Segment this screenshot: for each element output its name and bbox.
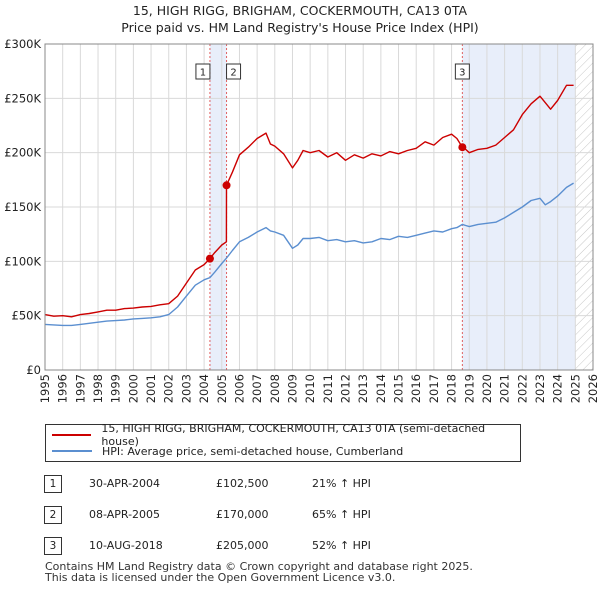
- chart-title-line1: 15, HIGH RIGG, BRIGHAM, COCKERMOUTH, CA1…: [132, 3, 468, 18]
- transaction-date: 30-APR-2004: [89, 477, 161, 490]
- legend-item-property: 15, HIGH RIGG, BRIGHAM, COCKERMOUTH, CA1…: [52, 422, 520, 448]
- x-tick-label: 2017: [427, 374, 441, 403]
- x-tick-label: 1999: [109, 374, 123, 403]
- transaction-hpi: 52% ↑ HPI: [312, 539, 371, 552]
- y-tick-label: £250K: [4, 91, 41, 105]
- x-tick-label: 2012: [339, 374, 353, 403]
- transaction-price: £102,500: [216, 477, 269, 490]
- x-tick-label: 2022: [515, 374, 529, 403]
- x-tick-label: 2025: [568, 374, 582, 403]
- transaction-date: 10-AUG-2018: [89, 539, 163, 552]
- sale-point: [205, 254, 214, 263]
- x-tick-label: 2008: [268, 374, 282, 403]
- sale-point: [458, 143, 467, 152]
- x-tick-label: 2003: [179, 374, 193, 403]
- price-chart: 1 2 3 £0 £50K £100K £150K £200K £250K £300K 1995 19…: [4, 37, 600, 403]
- transaction-price: £170,000: [216, 508, 269, 521]
- x-tick-label: 2004: [197, 374, 211, 403]
- sale-label-box: [454, 63, 470, 80]
- plot-frame: [44, 43, 594, 371]
- x-tick-label: 1996: [56, 374, 70, 403]
- x-tick-label: 2006: [232, 374, 246, 403]
- transaction-price: £205,000: [216, 539, 269, 552]
- x-tick-label: 2009: [285, 374, 299, 403]
- x-tick-label: 2019: [462, 374, 476, 403]
- hpi-line: [44, 182, 574, 327]
- y-tick-label: £0: [26, 363, 41, 377]
- x-tick-label: 2011: [321, 374, 335, 403]
- x-tick-label: 1998: [91, 374, 105, 403]
- sale-point: [222, 181, 231, 190]
- x-tick-label: 2018: [445, 374, 459, 403]
- footer-line1: Contains HM Land Registry data © Crown c…: [45, 560, 473, 573]
- x-tick-label: 2021: [498, 374, 512, 403]
- transaction-number: 3: [44, 537, 62, 555]
- transaction-number: 1: [44, 475, 62, 493]
- legend-hpi-swatch: [52, 450, 92, 452]
- x-tick-label: 2015: [392, 374, 406, 403]
- property-price-line: [44, 84, 574, 318]
- legend-property-label: 15, HIGH RIGG, BRIGHAM, COCKERMOUTH, CA1…: [101, 422, 486, 448]
- legend-hpi-label: HPI: Average price, semi-detached house,…: [102, 444, 404, 458]
- x-tick-label: 2007: [250, 374, 264, 403]
- y-tick-label: £50K: [12, 309, 42, 323]
- y-tick-label: £100K: [4, 254, 41, 268]
- x-tick-label: 2002: [162, 374, 176, 403]
- sale-label-box: [195, 63, 211, 80]
- x-tick-label: 1997: [73, 374, 87, 403]
- x-tick-label: 2020: [480, 374, 494, 403]
- x-tick-label: 2024: [551, 374, 565, 403]
- transaction-hpi: 65% ↑ HPI: [312, 508, 371, 521]
- footer: Contains HM Land Registry data © Crown c…: [45, 561, 473, 583]
- x-tick-label: 2013: [356, 374, 370, 403]
- y-tick-label: £150K: [4, 200, 41, 214]
- x-tick-label: 2026: [586, 374, 600, 403]
- x-tick-label: 2016: [409, 374, 423, 403]
- legend-item-hpi: HPI: Average price, semi-detached house,…: [52, 443, 403, 459]
- y-tick-label: £300K: [4, 37, 41, 51]
- legend: 15, HIGH RIGG, BRIGHAM, COCKERMOUTH, CA1…: [45, 422, 521, 462]
- y-tick-label: £200K: [4, 146, 41, 160]
- x-tick-label: 2005: [215, 374, 229, 403]
- transaction-date: 08-APR-2005: [89, 508, 161, 521]
- x-tick-label: 2014: [374, 374, 388, 403]
- x-tick-label: 1995: [38, 374, 52, 403]
- footer-line2: This data is licensed under the Open Gov…: [45, 571, 396, 584]
- sale-label-text: 2: [230, 68, 236, 79]
- legend-property-swatch: [52, 434, 92, 436]
- x-tick-label: 2000: [126, 374, 140, 403]
- transaction-hpi: 21% ↑ HPI: [312, 477, 371, 490]
- sale-label-text: 1: [200, 68, 206, 79]
- x-tick-label: 2001: [144, 374, 158, 403]
- x-tick-label: 2023: [533, 374, 547, 403]
- chart-title: 15, HIGH RIGG, BRIGHAM, COCKERMOUTH, CA1…: [0, 2, 600, 36]
- sale-label-text: 3: [459, 68, 465, 79]
- transaction-number: 2: [44, 506, 62, 524]
- x-tick-label: 2010: [303, 374, 317, 403]
- sale-label-box: [226, 63, 242, 80]
- chart-title-line2: Price paid vs. HM Land Registry's House …: [121, 20, 479, 35]
